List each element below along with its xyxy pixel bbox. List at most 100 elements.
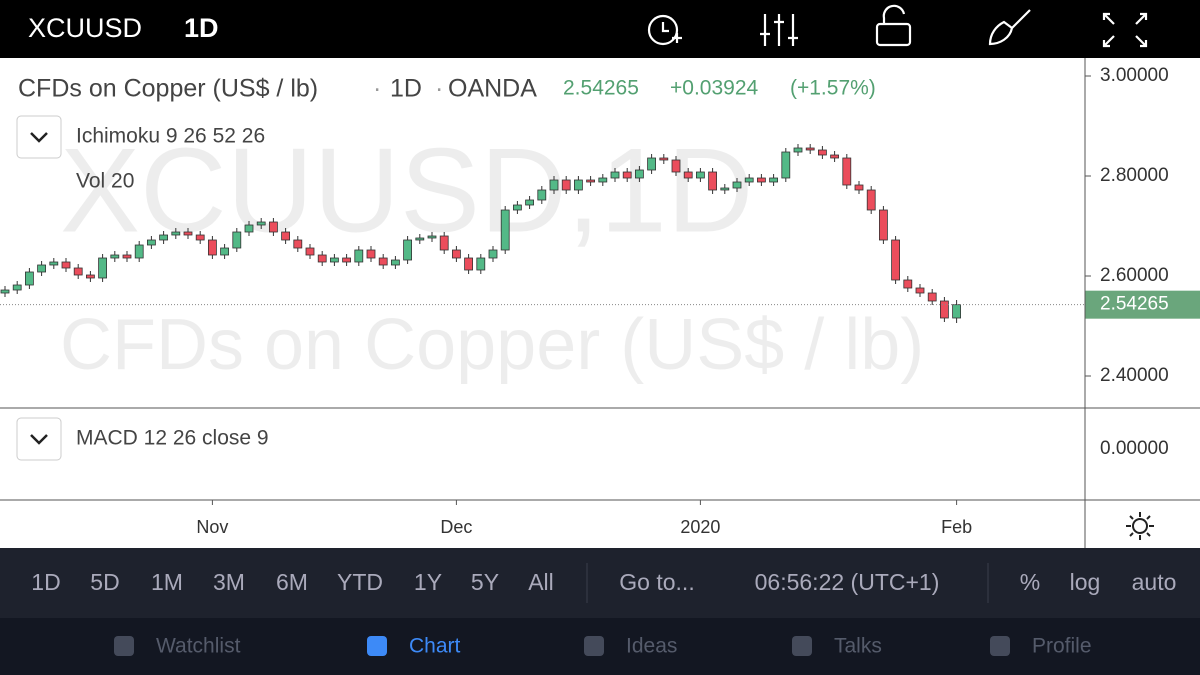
legend-change: +0.03924 bbox=[670, 77, 758, 100]
watermark-title: CFDs on Copper (US$ / lb) bbox=[60, 305, 924, 385]
candle-body bbox=[329, 257, 339, 263]
tab-label[interactable]: Chart bbox=[409, 635, 461, 658]
candle-body bbox=[256, 221, 266, 226]
tab-icon[interactable] bbox=[584, 636, 604, 656]
ui: 1D 5D 1M 3M 6M YTD 1Y 5Y All Go to... 06:56:22 (UT… bbox=[31, 569, 1176, 657]
candle-body bbox=[110, 254, 120, 259]
tab-icon[interactable] bbox=[367, 636, 387, 656]
candle-body bbox=[366, 249, 376, 259]
period-button[interactable]: 1Y bbox=[414, 569, 442, 595]
candle-body bbox=[805, 147, 815, 151]
fullscreen-icon[interactable] bbox=[1102, 12, 1148, 48]
interval[interactable]: 1D bbox=[184, 13, 219, 43]
candle-body bbox=[854, 184, 864, 191]
goto-button[interactable]: Go to... bbox=[619, 569, 694, 595]
candle-body bbox=[513, 204, 522, 211]
y-tick-label: 3.00000 bbox=[1100, 65, 1169, 86]
clock[interactable]: 06:56:22 (UTC+1) bbox=[755, 569, 940, 595]
period-button[interactable]: All bbox=[528, 569, 554, 595]
candle-body bbox=[891, 239, 900, 281]
toolbar bbox=[0, 548, 1200, 618]
candle-body bbox=[464, 257, 474, 271]
candle-body bbox=[696, 171, 705, 179]
tab-label[interactable]: Watchlist bbox=[156, 635, 241, 658]
period-button[interactable]: 1D bbox=[31, 569, 60, 595]
candle-body bbox=[451, 249, 461, 259]
symbol[interactable]: XCUUSD bbox=[28, 13, 142, 43]
tab-label[interactable]: Profile bbox=[1032, 635, 1092, 658]
candle-body bbox=[586, 179, 595, 183]
candle-body bbox=[232, 231, 242, 249]
candle-body bbox=[122, 254, 132, 259]
scale-option[interactable]: auto bbox=[1132, 569, 1177, 595]
y-tick-label: 2.60000 bbox=[1100, 265, 1169, 286]
period-button[interactable]: 1M bbox=[151, 569, 183, 595]
legend-source: OANDA bbox=[448, 75, 537, 103]
collapse-button[interactable] bbox=[16, 115, 62, 159]
x-tick-label: Feb bbox=[941, 517, 972, 537]
candle-body bbox=[403, 239, 413, 261]
candle-body bbox=[842, 157, 852, 186]
collapse-button[interactable] bbox=[16, 417, 62, 461]
candle-body bbox=[598, 177, 608, 183]
chart-area bbox=[0, 58, 1200, 548]
draw-icon[interactable] bbox=[988, 9, 1031, 46]
x-tick-label: 2020 bbox=[680, 517, 720, 537]
candle-body bbox=[647, 157, 656, 171]
candle-body bbox=[525, 199, 534, 206]
candle-body bbox=[635, 169, 644, 179]
period-button[interactable]: YTD bbox=[337, 569, 383, 595]
candle-body bbox=[24, 271, 34, 286]
candle-body bbox=[769, 177, 778, 183]
indicators-icon[interactable] bbox=[760, 14, 798, 46]
candle-body bbox=[818, 149, 827, 156]
candle-body bbox=[781, 151, 791, 179]
candle-body bbox=[659, 157, 669, 161]
candle-body bbox=[866, 189, 876, 211]
period-button[interactable]: 5D bbox=[90, 569, 119, 595]
candle-body bbox=[488, 249, 498, 259]
period-button[interactable]: 3M bbox=[213, 569, 245, 595]
x-tick-label: Dec bbox=[440, 517, 472, 537]
scale-option[interactable]: log bbox=[1070, 569, 1101, 595]
candle-body bbox=[793, 147, 803, 153]
tab-label[interactable]: Ideas bbox=[626, 635, 677, 658]
candle-body bbox=[171, 231, 181, 236]
candle-body bbox=[73, 267, 83, 276]
candle-body bbox=[927, 292, 937, 302]
period-button[interactable]: 5Y bbox=[471, 569, 499, 595]
candle-body bbox=[281, 231, 291, 241]
period-button[interactable]: 6M bbox=[276, 569, 308, 595]
candle-body bbox=[574, 179, 583, 191]
tab-icon[interactable] bbox=[114, 636, 134, 656]
candle-body bbox=[476, 257, 486, 271]
indicator-vol: Vol 20 bbox=[76, 170, 134, 193]
candle-body bbox=[342, 257, 352, 263]
candle-body bbox=[879, 209, 888, 241]
candle-body bbox=[390, 259, 400, 266]
legend-last: 2.54265 bbox=[563, 77, 639, 100]
alert-icon[interactable] bbox=[647, 14, 679, 46]
legend-title: CFDs on Copper (US$ / lb) bbox=[18, 75, 318, 103]
tab-icon[interactable] bbox=[792, 636, 812, 656]
candle-body bbox=[0, 289, 10, 294]
candle-body bbox=[708, 171, 717, 191]
settings-icon[interactable] bbox=[1126, 512, 1154, 540]
candle-body bbox=[952, 304, 961, 319]
top-bar bbox=[0, 0, 1200, 58]
lock-icon[interactable] bbox=[875, 22, 912, 47]
candle-body bbox=[940, 300, 949, 319]
candle-body bbox=[12, 284, 22, 291]
legend-sep: · bbox=[373, 75, 381, 103]
candle-body bbox=[439, 235, 449, 251]
y-tick-label: 2.40000 bbox=[1100, 365, 1169, 386]
candle-body bbox=[244, 224, 254, 233]
scale-option[interactable]: % bbox=[1020, 569, 1040, 595]
tab-label[interactable]: Talks bbox=[834, 635, 882, 658]
candle-body bbox=[268, 221, 278, 233]
candle-body bbox=[98, 257, 107, 279]
candle-body bbox=[183, 231, 193, 236]
tab-icon[interactable] bbox=[990, 636, 1010, 656]
indicator-ichimoku: Ichimoku 9 26 52 26 bbox=[76, 125, 265, 148]
